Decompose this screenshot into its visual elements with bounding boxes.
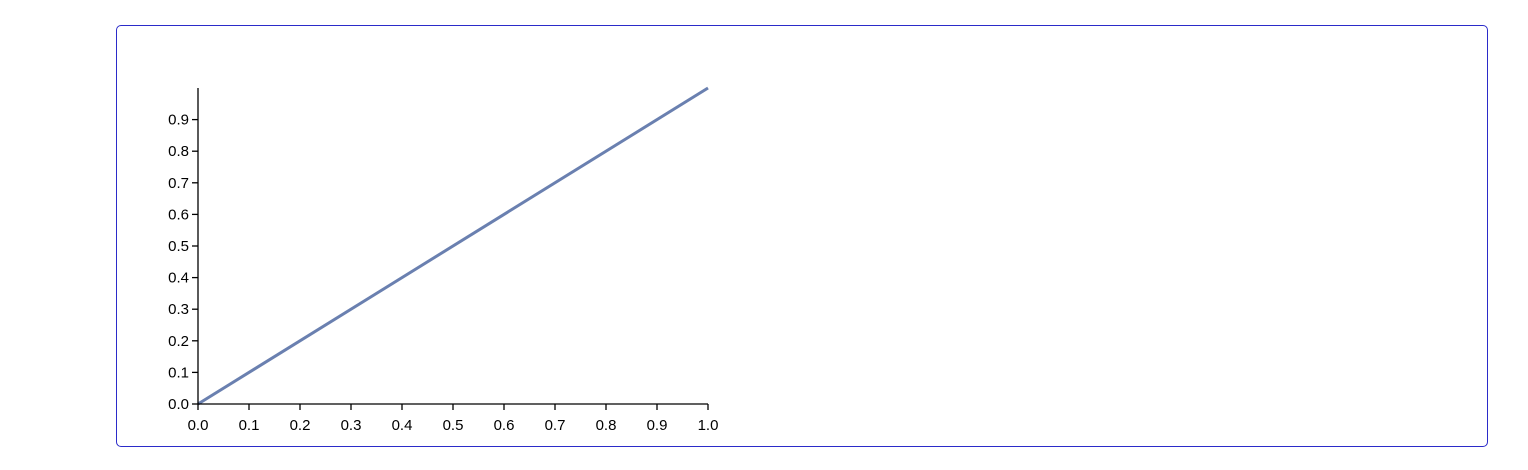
x-tick-label: 0.5	[443, 417, 464, 434]
x-tick-label: 0.8	[596, 417, 617, 434]
x-tick-label: 0.1	[239, 417, 260, 434]
y-tick-label: 0.2	[168, 333, 189, 350]
y-tick-label: 0.6	[168, 206, 189, 223]
x-tick-label: 0.2	[290, 417, 311, 434]
y-tick-label: 0.5	[168, 238, 189, 255]
y-axis: 0.0 0.1 0.2 0.3 0.4 0.5 0.6 0.7 0.8 0.9	[168, 88, 199, 413]
y-tick-label: 0.3	[168, 301, 189, 318]
x-tick-label: 0.6	[494, 417, 515, 434]
y-tick-label: 0.4	[168, 270, 189, 287]
x-axis: 0.0 0.1 0.2 0.3 0.4 0.5 0.6 0.7 0.8 0.9 1.0	[188, 403, 719, 434]
y-tick-label: 0.8	[168, 143, 189, 160]
y-tick-label: 0.1	[168, 364, 189, 381]
y-tick-label: 0.9	[168, 112, 189, 129]
x-tick-label: 0.7	[545, 417, 566, 434]
y-tick-label: 0.0	[168, 396, 189, 413]
plot-area: 0.0 0.1 0.2 0.3 0.4 0.5 0.6 0.7 0.8 0.9 1.0 0.0 0.1…	[168, 86, 719, 434]
series-line-0	[197, 86, 709, 406]
x-tick-label: 0.0	[188, 417, 209, 434]
chart-panel	[116, 25, 1488, 447]
x-tick-label: 0.4	[392, 417, 413, 434]
x-tick-label: 0.3	[341, 417, 362, 434]
x-tick-label: 1.0	[698, 417, 719, 434]
x-tick-label: 0.9	[647, 417, 668, 434]
series-layer	[197, 86, 709, 406]
y-tick-label: 0.7	[168, 175, 189, 192]
